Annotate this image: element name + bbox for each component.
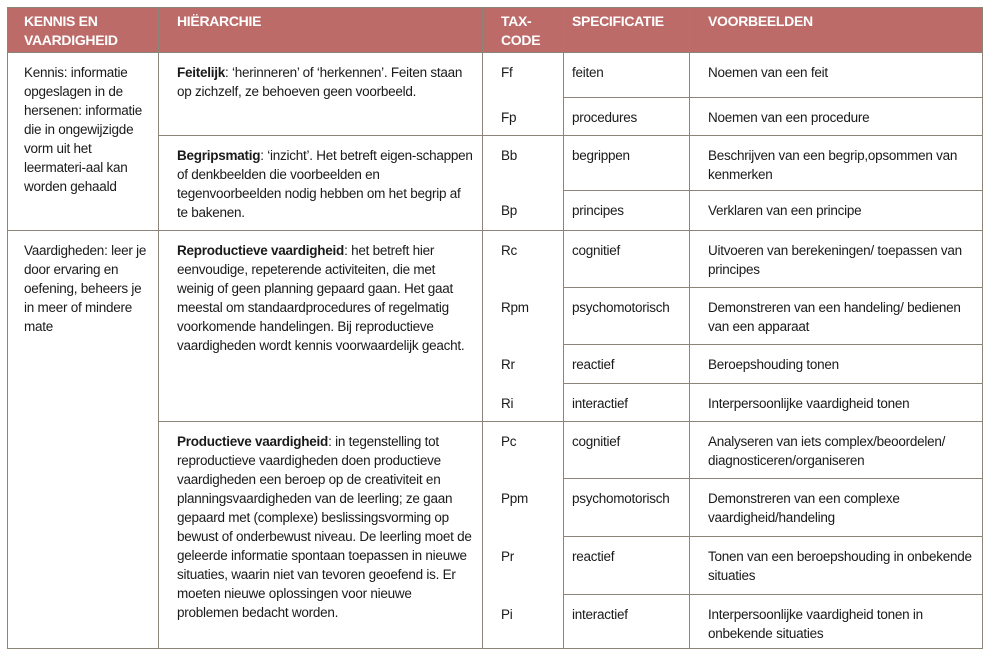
hierarchy-description: : in tegenstelling tot reproductieve vaa… xyxy=(177,434,472,620)
specification: principes xyxy=(563,190,690,231)
tax-code: Ppm xyxy=(482,478,564,537)
taxonomy-table: KENNIS EN VAARDIGHEID HIËRARCHIE TAX- CODE… xyxy=(7,7,983,649)
example: Tonen van een beroepshouding in onbekend… xyxy=(689,536,983,595)
hierarchy-cell: Feitelijk: ‘herinneren’ of ‘herkennen’. … xyxy=(158,52,483,136)
specification: cognitief xyxy=(563,421,690,479)
hierarchy-term: Begripsmatig xyxy=(177,148,261,163)
specification: reactief xyxy=(563,536,690,595)
table-row: Rpm psychomotorisch Demonstreren van een h… xyxy=(8,287,983,345)
example: Beroepshouding tonen xyxy=(689,344,983,384)
table-row: Rr reactief Beroepshouding tonen xyxy=(8,344,983,384)
hierarchy-term: Reproductieve vaardigheid xyxy=(177,243,345,258)
specification: procedures xyxy=(563,97,690,136)
category-cell: Vaardigheden: leer je door ervaring en o… xyxy=(7,230,159,649)
example: Verklaren van een principe xyxy=(689,190,983,231)
tax-code: Bb xyxy=(482,135,564,191)
tax-code: Pi xyxy=(482,594,564,649)
header-tax-code: TAX- CODE xyxy=(482,7,564,53)
hierarchy-description: : ‘herinneren’ of ‘herkennen’. Feiten st… xyxy=(177,65,463,99)
tax-code: Bp xyxy=(482,190,564,231)
table-row: Vaardigheden: leer je door ervaring en o… xyxy=(7,230,983,649)
table-row: Pr reactief Tonen van een beroepshouding i… xyxy=(8,536,983,595)
hierarchy-term: Productieve vaardigheid xyxy=(177,434,329,449)
example: Demonstreren van een complexe vaardighei… xyxy=(689,478,983,537)
header-specificatie: SPECIFICATIE xyxy=(563,7,690,53)
hierarchy-term: Feitelijk xyxy=(177,65,226,80)
example: Demonstreren van een handeling/ bedienen… xyxy=(689,287,983,345)
specification: reactief xyxy=(563,344,690,384)
example: Uitvoeren van berekeningen/ toepassen va… xyxy=(689,230,983,288)
hierarchy-cell: Productieve vaardigheid: in tegenstellin… xyxy=(158,421,483,649)
specification: interactief xyxy=(563,383,690,422)
header-line: CODE xyxy=(501,32,541,48)
tax-code: Rc xyxy=(482,230,564,288)
header-line: KENNIS EN xyxy=(24,13,98,29)
tax-code: Ff xyxy=(482,52,564,98)
specification: psychomotorisch xyxy=(563,478,690,537)
table-row: Ppm psychomotorisch Demonstreren van een c… xyxy=(8,478,983,537)
example: Interpersoonlijke vaardigheid tonen xyxy=(689,383,983,422)
specification: psychomotorisch xyxy=(563,287,690,345)
tax-code: Fp xyxy=(482,97,564,136)
table-row: Productieve vaardigheid: in tegenstellin… xyxy=(8,421,983,649)
table-row: Begripsmatig: ‘inzicht’. Het betreft eig… xyxy=(8,135,983,231)
tax-code: Pc xyxy=(482,421,564,479)
example: Interpersoonlijke vaardigheid tonen in o… xyxy=(689,594,983,649)
header-kennis-en-vaardigheid: KENNIS EN VAARDIGHEID xyxy=(7,7,159,53)
hierarchy-description: : ‘inzicht’. Het betreft eigen-schappen … xyxy=(177,148,473,220)
tax-code: Pr xyxy=(482,536,564,595)
example: Noemen van een procedure xyxy=(689,97,983,136)
hierarchy-cell: Reproductieve vaardigheid: het betreft h… xyxy=(158,230,483,422)
category-cell: Kennis: informatie opgeslagen in de hers… xyxy=(7,52,159,231)
hierarchy-description: : het betreft hier eenvoudige, repeteren… xyxy=(177,243,465,353)
header-line: VAARDIGHEID xyxy=(24,32,118,48)
specification: cognitief xyxy=(563,230,690,288)
tax-code: Rr xyxy=(482,344,564,384)
tax-code: Rpm xyxy=(482,287,564,345)
specification: begrippen xyxy=(563,135,690,191)
header-line: TAX- xyxy=(501,13,532,29)
specification: feiten xyxy=(563,52,690,98)
header-row: KENNIS EN VAARDIGHEID HIËRARCHIE TAX- CODE… xyxy=(7,7,983,53)
header-voorbeelden: VOORBEELDEN xyxy=(689,7,983,53)
tax-code: Ri xyxy=(482,383,564,422)
table-row: Bp principes Verklaren van een principe xyxy=(8,190,983,231)
table-row: Kennis: informatie opgeslagen in de hers… xyxy=(7,52,983,231)
example: Beschrijven van een begrip,opsommen van … xyxy=(689,135,983,191)
example: Noemen van een feit xyxy=(689,52,983,98)
header-hierarchie: HIËRARCHIE xyxy=(158,7,483,53)
example: Analyseren van iets complex/beoordelen/ … xyxy=(689,421,983,479)
hierarchy-cell: Begripsmatig: ‘inzicht’. Het betreft eig… xyxy=(158,135,483,231)
table-row: Pi interactief Interpersoonlijke vaardighe… xyxy=(8,594,983,649)
specification: interactief xyxy=(563,594,690,649)
table-row: Fp procedures Noemen van een procedure xyxy=(8,97,983,136)
